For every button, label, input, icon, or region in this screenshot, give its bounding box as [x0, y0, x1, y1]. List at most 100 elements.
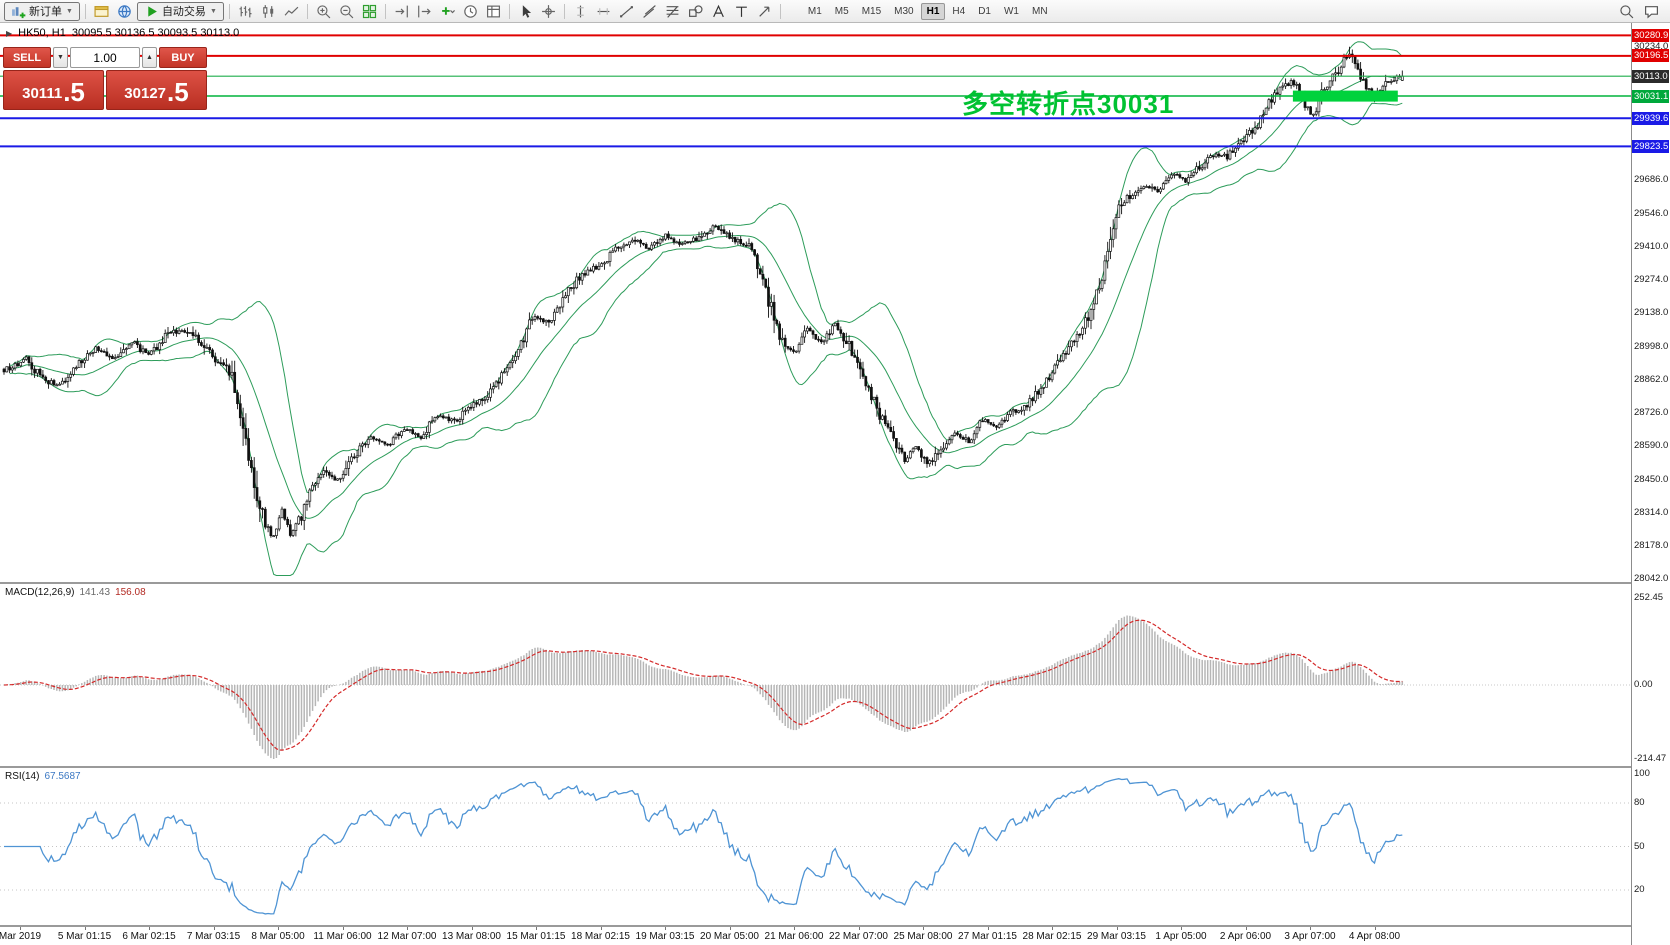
price-line-tag-30196.5: 30196.5 [1632, 49, 1669, 63]
highlight-bar[interactable] [1292, 90, 1398, 102]
volume-increase-button[interactable]: ▲ [142, 47, 157, 68]
buy-price-button[interactable]: 30127 .5 [106, 70, 207, 110]
macd-name: MACD(12,26,9) [5, 587, 75, 598]
new-chart-icon[interactable] [437, 2, 458, 21]
chart-symbol-period: HK50, H1 [18, 27, 66, 39]
timeframe-m5[interactable]: M5 [829, 3, 855, 20]
price-axis[interactable]: 30234.0 29686.0 29546.0 29410.0 29274.0 29138… [1632, 23, 1670, 927]
vertical-line-icon[interactable] [570, 2, 591, 21]
chat-icon[interactable] [1641, 2, 1662, 21]
time-axis[interactable]: Mar 2019 5 Mar 01:15 6 Mar 02:15 7 Mar 03:1… [0, 927, 1631, 945]
annotation-text[interactable]: 多空转折点30031 [962, 89, 1175, 119]
timeframe-h4[interactable]: H4 [946, 3, 971, 20]
time-label: 12 Mar 07:00 [377, 931, 437, 942]
price-tick-label: 28178.0 [1634, 539, 1669, 551]
fibo-glyph [666, 5, 679, 18]
price-axis-divider [1631, 23, 1632, 945]
zoom-out-icon[interactable] [336, 2, 357, 21]
chart-title: ▶ HK50, H1 30095.5 30136.5 30093.5 30113… [6, 27, 239, 39]
channel-icon[interactable] [639, 2, 660, 21]
cursor-icon[interactable] [515, 2, 536, 21]
auto-scroll-icon[interactable] [414, 2, 435, 21]
rsi-indicator-canvas[interactable] [0, 768, 1631, 925]
rsi-name: RSI(14) [5, 771, 40, 782]
price-tick-label: 29410.0 [1634, 240, 1669, 252]
fibonacci-icon[interactable] [662, 2, 683, 21]
price-chart-canvas[interactable] [0, 23, 1631, 582]
timeframe-mn[interactable]: MN [1026, 3, 1054, 20]
pane-splitter[interactable] [0, 766, 1670, 768]
macd-indicator-canvas[interactable] [0, 584, 1631, 766]
sell-price-button[interactable]: 30111 .5 [3, 70, 104, 110]
timeframe-m30[interactable]: M30 [888, 3, 919, 20]
candlestick-mode-icon[interactable] [258, 2, 279, 21]
time-tick [213, 927, 215, 930]
line-chart-mode-icon[interactable] [281, 2, 302, 21]
new-order-button[interactable]: 新订单 ▼ [4, 1, 80, 21]
rsi-line [4, 778, 1403, 915]
time-tick [471, 927, 473, 930]
time-tick [407, 927, 408, 930]
arrows-icon[interactable] [754, 2, 775, 21]
candlestick-chart [0, 34, 1631, 576]
horizontal-line-icon[interactable] [593, 2, 614, 21]
volume-input[interactable] [70, 47, 140, 68]
timeframe-m15[interactable]: M15 [856, 3, 887, 20]
period-icon[interactable] [460, 2, 481, 21]
market-watch-icon[interactable] [114, 2, 135, 21]
pane-splitter[interactable] [0, 582, 1670, 584]
chevron-down-icon: ▼ [66, 7, 73, 15]
sell-button[interactable]: SELL [3, 47, 51, 68]
chart-shift-icon[interactable] [391, 2, 412, 21]
time-label: 7 Mar 03:15 [186, 931, 241, 942]
zoom-in-icon[interactable] [313, 2, 334, 21]
tile-glyph [362, 4, 376, 18]
open-chart-icon[interactable] [91, 2, 112, 21]
volume-decrease-button[interactable]: ▼ [53, 47, 68, 68]
line-chart-glyph [284, 6, 299, 16]
globe-glyph [118, 4, 131, 18]
trendline-icon[interactable] [616, 2, 637, 21]
buy-price-pips: .5 [167, 77, 189, 107]
crosshair-icon[interactable] [538, 2, 559, 21]
time-label: 19 Mar 03:15 [635, 931, 695, 942]
time-label: 20 Mar 05:00 [700, 931, 759, 942]
time-tick [1310, 927, 1311, 930]
timeframe-h1[interactable]: H1 [920, 2, 946, 20]
cursor-glyph [522, 4, 531, 18]
tile-windows-icon[interactable] [359, 2, 380, 21]
time-tick [536, 927, 537, 930]
macd-chart [0, 615, 1631, 759]
rsi-value: 67.5687 [44, 771, 81, 782]
search-glyph [1620, 4, 1634, 18]
trend-glyph [619, 5, 633, 17]
timeframe-d1[interactable]: D1 [972, 3, 997, 20]
time-label: 15 Mar 01:15 [506, 931, 566, 942]
price-tick-label: 28042.0 [1634, 572, 1669, 584]
price-line-tag-30280.9: 30280.9 [1632, 28, 1669, 42]
auto-trading-button[interactable]: 自动交易 ▼ [136, 1, 224, 21]
search-icon[interactable] [1616, 2, 1637, 21]
text-glyph [713, 4, 724, 17]
buy-button[interactable]: BUY [159, 47, 207, 68]
timeframe-w1[interactable]: W1 [998, 3, 1025, 20]
chart-context-icon[interactable]: ▶ [6, 28, 13, 38]
shapes-icon[interactable] [685, 2, 706, 21]
price-tick-label: 28726.0 [1634, 406, 1669, 418]
chart-ohlc: 30095.5 30136.5 30093.5 30113.0 [71, 27, 240, 39]
text-icon[interactable] [708, 2, 729, 21]
data-window-icon[interactable] [483, 2, 504, 21]
toolbar-separator [779, 3, 781, 19]
toolbar-separator [384, 3, 386, 19]
chart-window-glyph [94, 5, 109, 17]
label-icon[interactable] [731, 2, 752, 21]
rsi-scale-label: 100 [1634, 768, 1650, 779]
time-label: 13 Mar 08:00 [442, 931, 501, 942]
macd-signal-line [3, 619, 1403, 751]
bar-chart-mode-icon[interactable] [235, 2, 256, 21]
shift-glyph [395, 5, 408, 17]
timeframe-m1[interactable]: M1 [802, 3, 828, 20]
time-label: 1 Apr 05:00 [1155, 931, 1207, 942]
macd-value-signal: 156.08 [115, 587, 146, 598]
